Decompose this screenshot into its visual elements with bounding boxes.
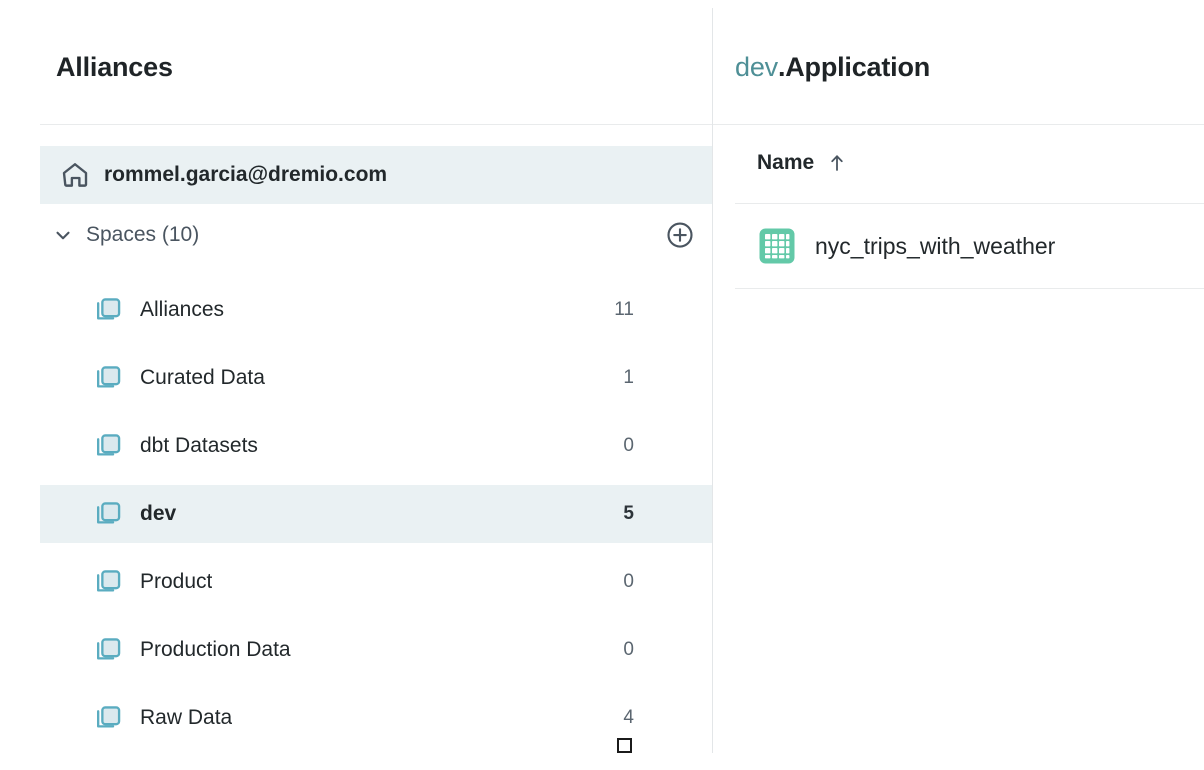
space-icon <box>92 497 126 531</box>
space-count: 11 <box>614 299 634 320</box>
space-label: Product <box>140 570 213 593</box>
space-icon <box>92 633 126 667</box>
breadcrumb-current: Application <box>785 52 931 82</box>
sidebar-item-space[interactable]: dbt Datasets 0 <box>40 417 712 475</box>
space-icon <box>92 565 126 599</box>
dataset-detail-panel: dev.Application Name <box>713 0 1204 770</box>
virtual-dataset-icon <box>757 226 797 266</box>
table-header-divider <box>735 203 1204 204</box>
dataset-name: nyc_trips_with_weather <box>815 232 1056 259</box>
space-label: Curated Data <box>140 366 265 389</box>
chevron-down-icon[interactable] <box>50 222 76 248</box>
sidebar-item-space[interactable]: Raw Data 4 <box>40 689 712 747</box>
space-label: dev <box>140 502 177 525</box>
space-icon <box>92 701 126 735</box>
table-row[interactable]: nyc_trips_with_weather <box>713 204 1204 288</box>
space-label: Production Data <box>140 638 291 661</box>
table-column-header-name[interactable]: Name <box>713 125 1204 200</box>
breadcrumb: dev.Application <box>735 52 930 83</box>
sidebar-item-space-selected[interactable]: dev 5 <box>40 485 712 543</box>
breadcrumb-separator: . <box>777 52 786 82</box>
space-label: dbt Datasets <box>140 434 258 457</box>
space-label: Raw Data <box>140 706 233 729</box>
sidebar-item-space[interactable]: Product 0 <box>40 553 712 611</box>
missing-glyph-marker <box>617 738 632 753</box>
space-count: 5 <box>623 503 634 524</box>
space-count: 0 <box>623 571 634 592</box>
home-icon <box>60 160 90 190</box>
circle-plus-icon[interactable] <box>664 219 696 251</box>
column-header-label: Name <box>757 150 815 174</box>
panel-divider <box>712 8 713 753</box>
table-row-divider <box>735 288 1204 289</box>
space-count: 4 <box>623 707 634 728</box>
right-header-divider <box>713 124 1204 125</box>
header-divider <box>40 124 712 125</box>
left-catalog-panel: Alliances rommel.garcia@dremio.com Space… <box>40 52 712 753</box>
spaces-section-label: Spaces (10) <box>86 223 200 246</box>
sidebar-item-space[interactable]: Curated Data 1 <box>40 349 712 407</box>
space-icon <box>92 293 126 327</box>
spaces-section-header[interactable]: Spaces (10) <box>40 212 712 258</box>
arrow-up-icon[interactable] <box>828 153 846 173</box>
space-count: 0 <box>623 639 634 660</box>
sidebar-item-space[interactable]: Alliances 11 <box>40 281 712 339</box>
space-icon <box>92 429 126 463</box>
space-icon <box>92 361 126 395</box>
sidebar-item-space[interactable]: Production Data 0 <box>40 621 712 679</box>
home-label: rommel.garcia@dremio.com <box>104 163 388 186</box>
breadcrumb-space[interactable]: dev <box>735 52 778 82</box>
space-count: 1 <box>623 367 634 388</box>
page-title: Alliances <box>56 52 173 82</box>
space-label: Alliances <box>140 298 225 321</box>
sidebar-item-home[interactable]: rommel.garcia@dremio.com <box>40 146 712 204</box>
space-count: 0 <box>623 435 634 456</box>
